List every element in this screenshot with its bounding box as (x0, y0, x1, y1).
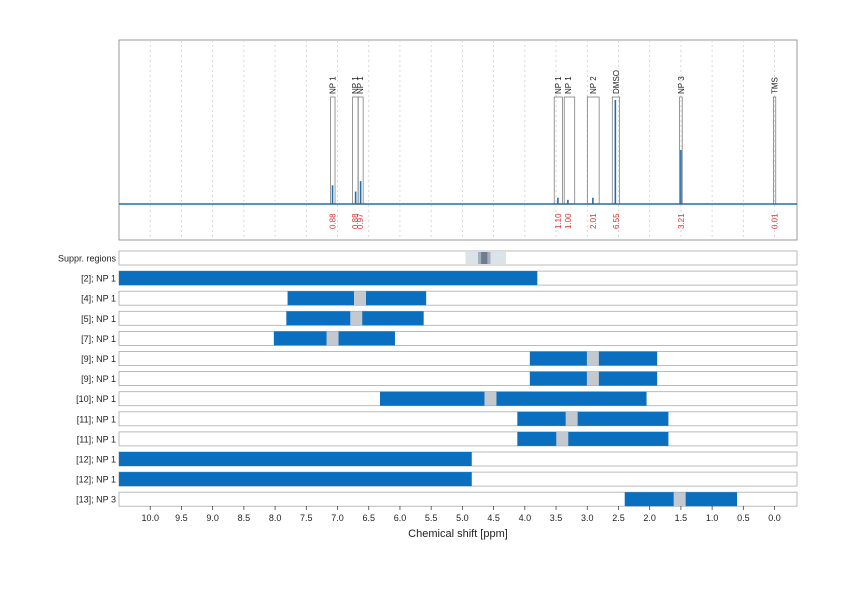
fragment-range-bar (119, 452, 472, 466)
fragment-row-frame (118, 431, 798, 447)
x-tick-label: 9.0 (206, 513, 219, 523)
integral-value: 0.01 (771, 213, 780, 229)
fragment-shift-marker (556, 431, 569, 446)
x-tick-label: 3.5 (550, 513, 563, 523)
fragment-shift-marker (586, 371, 599, 386)
fragment-shift-marker (326, 331, 339, 346)
fragment-range-bar (119, 271, 538, 286)
annotation-box (773, 96, 777, 205)
x-tick-label: 1.0 (706, 513, 719, 523)
fragment-range-bar (517, 431, 669, 446)
fragment-row-label: [4]; NP 1 (81, 294, 116, 304)
annotation-label: TMS (771, 77, 780, 94)
fragment-shift-marker (565, 411, 578, 426)
fragment-row-label: [5]; NP 1 (81, 314, 116, 324)
annotation-label: DMSO (612, 70, 621, 94)
fragment-row-label: [12]; NP 1 (76, 455, 116, 465)
annotation-box (357, 96, 364, 205)
x-tick-label: 9.5 (175, 513, 188, 523)
x-tick-label: 6.5 (362, 513, 375, 523)
annotation-label: NP 1 (329, 76, 338, 94)
integral-value: 1.10 (554, 213, 563, 229)
annotation-box (563, 96, 576, 205)
fragment-shift-marker (350, 311, 363, 326)
integral-value: 6.55 (612, 213, 621, 229)
fragment-shift-marker (484, 391, 497, 406)
fragment-row-frame (118, 371, 798, 387)
annotation-box (679, 96, 683, 205)
integral-value: 0.88 (351, 213, 360, 229)
x-axis: 10.0 9.5 9.0 8.5 8.0 7.5 7.0 6.5 6.0 5.5 5.0 4.5 4.0… (141, 506, 781, 523)
integral-value: 1.00 (564, 213, 573, 229)
fragment-row-frame (118, 290, 798, 306)
fragment-row-label: [10]; NP 1 (76, 394, 116, 404)
x-tick-label: 2.5 (612, 513, 625, 523)
x-tick-label: 5.5 (425, 513, 438, 523)
suppression-core (481, 252, 488, 264)
annotation-label: NP 3 (677, 76, 686, 94)
annotation-box (586, 96, 600, 205)
x-tick-label: 0.0 (768, 513, 781, 523)
x-tick-label: 1.5 (675, 513, 688, 523)
x-axis-label: Chemical shift [ppm] (408, 528, 508, 540)
x-tick-label: 8.5 (238, 513, 251, 523)
fragment-row-label: [12]; NP 1 (76, 475, 116, 485)
fragment-row-frame (118, 310, 798, 326)
annotation-label: NP 1 (554, 76, 563, 94)
integral-value: 3.21 (677, 213, 686, 229)
fragment-row-frame (118, 351, 798, 366)
x-tick-label: 4.0 (519, 513, 532, 523)
annotation-box (330, 96, 336, 205)
fragment-row-label: [9]; NP 1 (81, 374, 116, 384)
fragment-shift-marker (586, 351, 599, 366)
x-tick-label: 0.5 (737, 513, 750, 523)
suppression-row-label: Suppr. regions (58, 254, 117, 264)
fragment-range-bar (379, 391, 647, 406)
annotation-label: NP 1 (356, 76, 365, 94)
fragment-row-label: [11]; NP 1 (77, 434, 116, 444)
fragment-shift-marker (673, 492, 686, 507)
spectrum-panel: NP 1 0.88 NP 1 0.88 NP 1 0.97 NP 1 1.10 NP 1 1.00… (118, 39, 798, 241)
fragment-rows-panel: Suppr. regions [2]; NP 1 [4]; NP 1 [5]; NP … (58, 250, 798, 507)
fragment-row-frame (118, 411, 798, 427)
x-tick-label: 7.0 (331, 513, 344, 523)
x-tick-label: 5.0 (456, 513, 469, 523)
fragment-row-label: [13]; NP 3 (76, 495, 116, 505)
x-tick-label: 3.0 (581, 513, 594, 523)
x-tick-label: 6.0 (394, 513, 407, 523)
spectrum-frame (118, 39, 798, 241)
fragment-shift-marker (353, 291, 366, 306)
x-tick-label: 4.5 (487, 513, 500, 523)
integral-value: 0.97 (356, 213, 365, 229)
fragment-range-bar (119, 472, 472, 487)
annotation-label: NP 2 (589, 76, 598, 94)
fragment-range-bar (517, 411, 669, 426)
annotation-box (611, 96, 621, 205)
annotation-box (553, 96, 563, 205)
fragment-row-label: [2]; NP 1 (81, 274, 116, 284)
x-tick-label: 7.5 (300, 513, 313, 523)
x-tick-label: 10.0 (141, 513, 159, 523)
annotation-label: NP 1 (351, 76, 360, 94)
annotation-label: NP 1 (564, 76, 573, 94)
x-tick-label: 8.0 (269, 513, 282, 523)
fragment-row-label: [7]; NP 1 (81, 334, 116, 344)
fragment-row-label: [11]; NP 1 (77, 414, 116, 424)
fragment-row-label: [9]; NP 1 (81, 354, 116, 364)
integral-value: 2.01 (589, 213, 598, 229)
integral-value: 0.88 (329, 213, 338, 229)
suppression-row-frame (118, 250, 798, 266)
fragment-row-frame (118, 330, 798, 346)
x-tick-label: 2.0 (643, 513, 656, 523)
